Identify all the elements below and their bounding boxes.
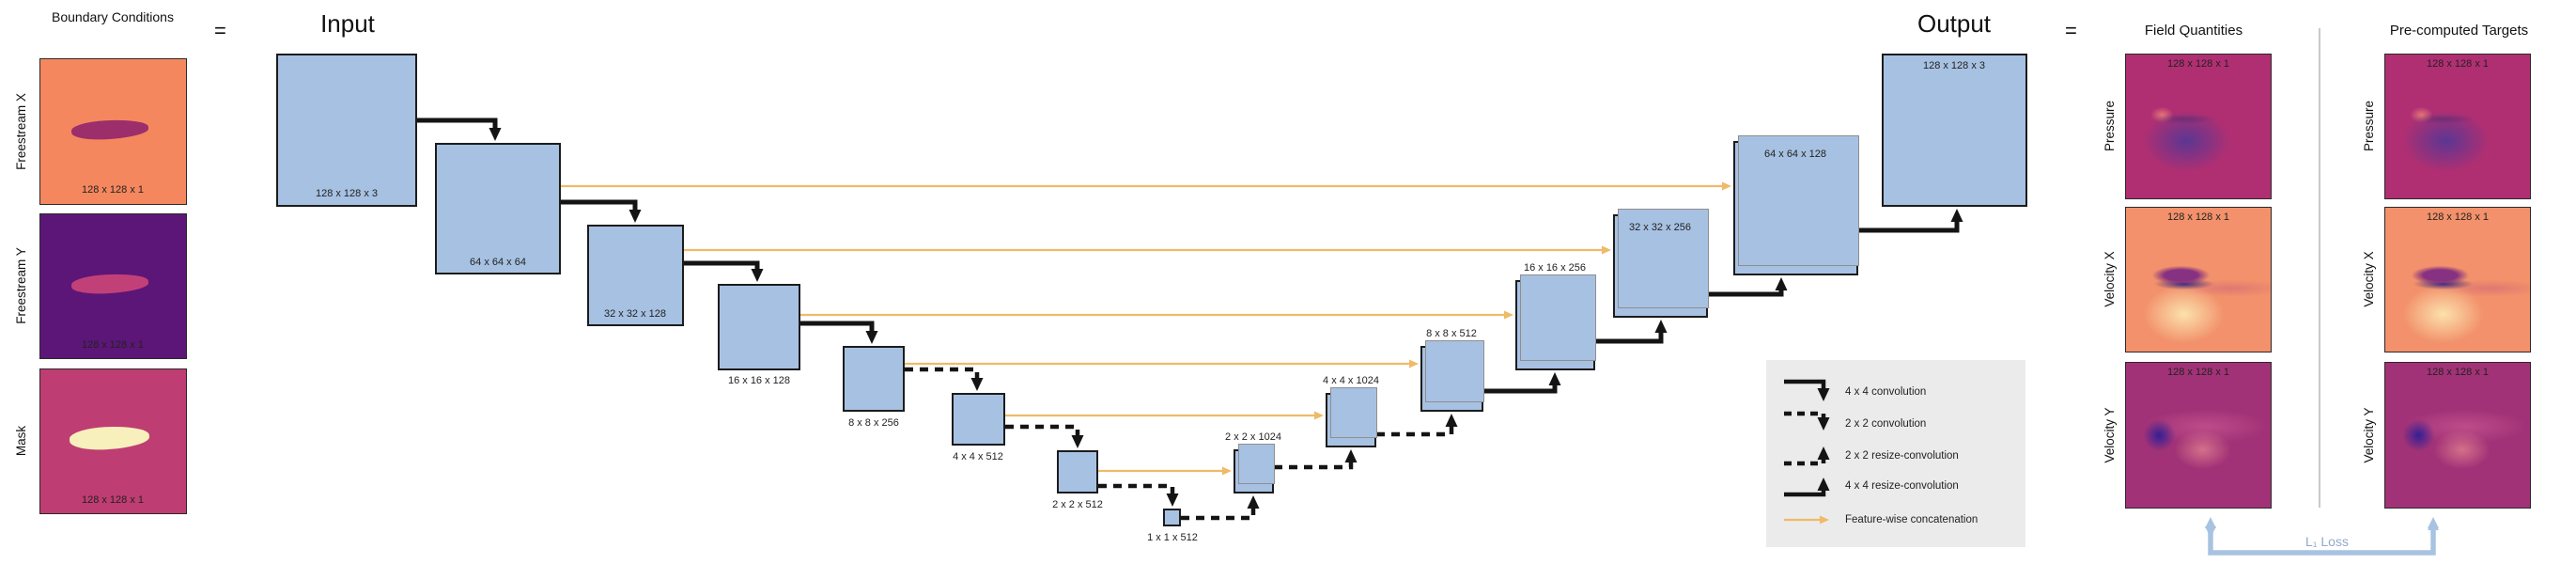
equals-sign-right: = bbox=[2065, 19, 2077, 42]
equals-sign-left: = bbox=[214, 19, 226, 42]
input-title: Input bbox=[320, 9, 375, 38]
layer-dims: 16 x 16 x 256 bbox=[1523, 262, 1587, 274]
mask-dims: 128 x 128 x 1 bbox=[81, 494, 145, 506]
field-pressure-image bbox=[2125, 54, 2272, 199]
boundary-conditions-title: Boundary Conditions bbox=[52, 9, 174, 24]
freestream-y-dims: 128 x 128 x 1 bbox=[81, 339, 145, 351]
legend-item-resize2x2: 2 x 2 resize-convolution bbox=[1845, 450, 1959, 462]
legend-item-conv2x2: 2 x 2 convolution bbox=[1845, 418, 1927, 430]
layer-box-dec16 bbox=[1515, 274, 1596, 370]
legend-item-conv4x4: 4 x 4 convolution bbox=[1845, 386, 1927, 398]
field-pressure-dims: 128 x 128 x 1 bbox=[2166, 58, 2230, 70]
target-pressure-image bbox=[2384, 54, 2531, 199]
layer-box-enc64 bbox=[435, 143, 561, 274]
target-velocity-x-dims: 128 x 128 x 1 bbox=[2426, 212, 2490, 223]
conv-2x2-arrows bbox=[905, 367, 1179, 507]
layer-dims: 4 x 4 x 1024 bbox=[1323, 375, 1379, 386]
layer-box-dec8 bbox=[1420, 340, 1484, 412]
layer-dims: 128 x 128 x 3 bbox=[315, 188, 379, 199]
legend-item-concat: Feature-wise concatenation bbox=[1845, 514, 1979, 525]
l1-loss-arrowhead-right bbox=[2428, 517, 2439, 528]
layer-dims: 8 x 8 x 256 bbox=[848, 417, 899, 429]
layer-dims: 1 x 1 x 512 bbox=[1147, 532, 1198, 543]
target-velocity-y-label: Velocity Y bbox=[2361, 407, 2376, 463]
legend-item-resize4x4: 4 x 4 resize-convolution bbox=[1845, 480, 1959, 492]
target-velocity-x-label: Velocity X bbox=[2361, 251, 2376, 307]
layer-dims: 4 x 4 x 512 bbox=[953, 451, 1003, 462]
layer-box-enc2 bbox=[1057, 450, 1098, 494]
precomputed-targets-title: Pre-computed Targets bbox=[2389, 23, 2529, 39]
mask-label: Mask bbox=[13, 425, 28, 457]
freestream-x-image bbox=[39, 58, 187, 205]
layer-box-dec4 bbox=[1326, 387, 1377, 447]
layer-dims: 32 x 32 x 128 bbox=[603, 308, 667, 320]
legend-panel bbox=[1766, 360, 2025, 547]
airfoil-shape bbox=[70, 118, 149, 141]
field-pressure-label: Pressure bbox=[2102, 100, 2117, 152]
layer-box-dec32 bbox=[1613, 209, 1709, 318]
field-velocity-x-label: Velocity X bbox=[2102, 251, 2117, 307]
layer-box-enc16 bbox=[718, 284, 800, 370]
target-pressure-dims: 128 x 128 x 1 bbox=[2426, 58, 2490, 70]
layer-box-output bbox=[1882, 54, 2027, 207]
layer-box-dec2 bbox=[1234, 444, 1275, 494]
layer-dims: 64 x 64 x 128 bbox=[1763, 149, 1827, 160]
layer-dims: 8 x 8 x 512 bbox=[1426, 328, 1477, 339]
target-velocity-y-image bbox=[2384, 362, 2531, 509]
layer-dims: 2 x 2 x 512 bbox=[1052, 499, 1103, 510]
field-velocity-x-dims: 128 x 128 x 1 bbox=[2166, 212, 2230, 223]
target-velocity-x-image bbox=[2384, 207, 2531, 352]
field-velocity-y-dims: 128 x 128 x 1 bbox=[2166, 367, 2230, 378]
field-velocity-x-image bbox=[2125, 207, 2272, 352]
freestream-x-label: Freestream X bbox=[13, 93, 28, 170]
layer-dims: 16 x 16 x 128 bbox=[727, 375, 791, 386]
layer-dims: 64 x 64 x 64 bbox=[470, 257, 526, 268]
field-velocity-y-label: Velocity Y bbox=[2102, 407, 2117, 463]
airfoil-shape bbox=[69, 424, 150, 452]
target-pressure-label: Pressure bbox=[2361, 100, 2376, 152]
output-title: Output bbox=[1916, 9, 1992, 38]
mask-image bbox=[39, 368, 187, 514]
layer-box-bottleneck1 bbox=[1163, 509, 1181, 526]
l1-loss-label: L₁ Loss bbox=[2305, 534, 2349, 549]
layer-box-enc8 bbox=[843, 346, 905, 412]
target-velocity-y-dims: 128 x 128 x 1 bbox=[2426, 367, 2490, 378]
field-velocity-y-image bbox=[2125, 362, 2272, 509]
layer-dims: 32 x 32 x 256 bbox=[1628, 222, 1692, 233]
layer-dims: 128 x 128 x 3 bbox=[1922, 60, 1986, 71]
freestream-x-dims: 128 x 128 x 1 bbox=[81, 184, 145, 196]
freestream-y-image bbox=[39, 213, 187, 359]
layer-box-enc32 bbox=[587, 225, 684, 326]
layer-dims: 2 x 2 x 1024 bbox=[1225, 431, 1281, 443]
layer-box-enc4 bbox=[952, 393, 1005, 446]
field-quantities-title: Field Quantities bbox=[2144, 23, 2243, 39]
layer-box-input bbox=[276, 54, 417, 207]
freestream-y-label: Freestream Y bbox=[13, 247, 28, 324]
l1-loss-arrowhead-left bbox=[2205, 517, 2216, 528]
layer-box-dec64 bbox=[1733, 135, 1859, 275]
airfoil-shape bbox=[70, 273, 149, 296]
